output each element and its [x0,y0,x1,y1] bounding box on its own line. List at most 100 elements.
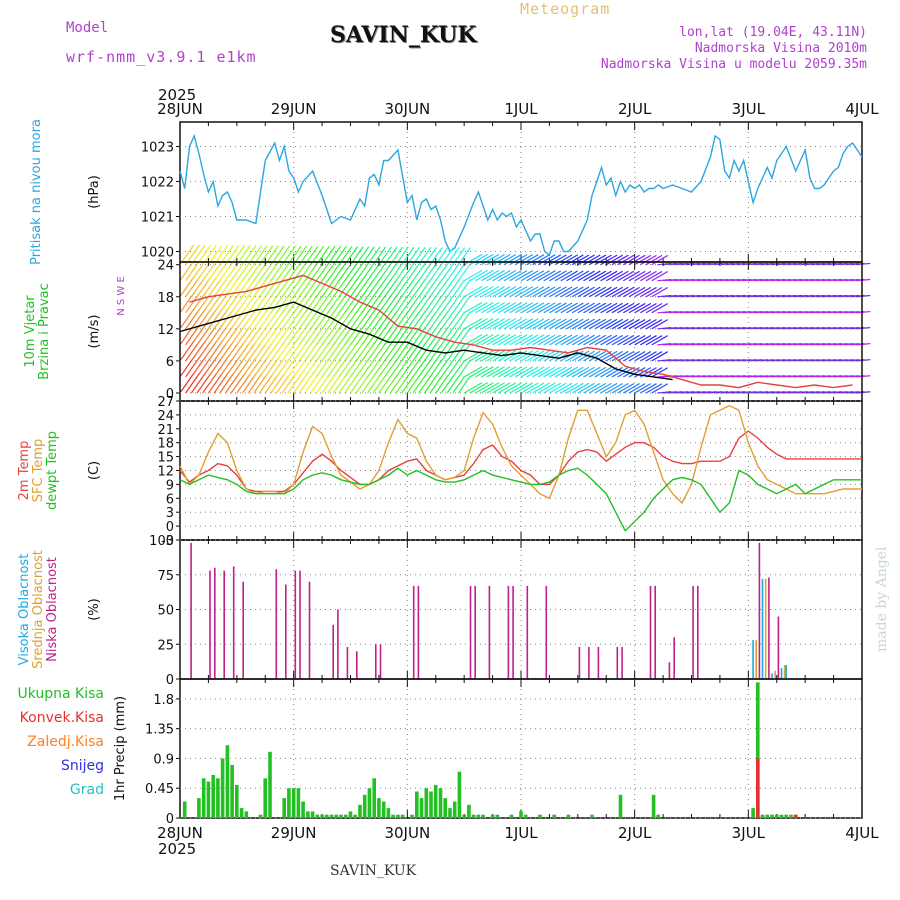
bar-mark [618,794,623,818]
bar-mark [206,781,211,818]
bar-mark [308,581,311,679]
bar-mark [775,814,779,818]
bar-mark [469,585,472,679]
y-tick-label: 0 [166,812,174,827]
y-tick-label: 0 [166,520,174,535]
bar-mark [651,794,656,818]
bar-mark [467,804,471,818]
bar-mark [296,788,301,818]
y-tick-label: 1022 [141,176,174,191]
y-tick-label: 1.35 [145,723,174,738]
bar-mark [216,778,220,818]
bar-mark [770,814,774,818]
bar-mark [785,665,787,679]
footer-station: SAVIN_KUK [330,863,417,879]
y-tick-label: 15 [157,451,174,466]
bar-mark [339,814,343,818]
bar-mark [488,585,491,679]
bar-mark [211,775,215,818]
bar-mark [230,765,234,818]
bar-mark [429,791,433,818]
time-tick-label-top: 3JUL [732,100,766,118]
bar-mark [362,794,367,818]
y-axis-label: (m/s) [87,315,102,349]
bar-mark [552,814,556,818]
bar-mark [490,814,495,818]
bar-mark [424,788,429,818]
bar-mark [223,570,225,679]
bar-mark [346,647,349,679]
time-tick-label-top: 29JUN [271,100,317,118]
bar-mark [523,814,528,818]
bar-mark [386,808,391,818]
bar-mark [372,778,376,818]
bar-mark [509,814,514,818]
panel-5: 0 0.45 0.9 1.35 1.8 1hr Precip (mm) Ukupna Kis… [17,678,863,827]
y-tick-label: 1021 [141,211,174,226]
bar-mark [457,771,462,818]
y-tick-label: 75 [157,569,174,584]
bar-mark [780,667,783,679]
time-tick-label-top: 1JUL [504,100,538,118]
y-tick-label: 0.9 [153,752,174,767]
bar-mark [353,814,357,818]
bar-mark [673,637,675,679]
bar-mark [793,814,798,818]
bar-mark [545,585,548,679]
y-tick-label: 50 [157,604,174,619]
time-tick-label-bottom: 3JUL [732,824,766,842]
y-tick-label: 9 [166,478,174,493]
bar-mark [197,798,201,818]
y-tick-label: 24 [157,259,174,274]
bar-mark [396,814,400,818]
precip-legend-label: Konvek.Kisa [20,710,104,726]
y-tick-label: 6 [166,355,174,370]
y-tick-label: 12 [157,323,174,338]
y-tick-label: 100 [149,534,174,549]
bar-mark [310,811,315,818]
bar-mark [332,624,334,679]
bar-mark [578,647,581,679]
bar-mark [507,585,510,679]
bar-mark [377,798,381,818]
bar-mark [201,778,206,818]
bar-mark [768,577,770,679]
bar-mark [654,585,656,679]
series-line [179,467,862,532]
bar-mark [474,585,476,679]
bar-mark [381,801,386,818]
bar-mark [765,814,770,818]
bar-mark [656,814,661,818]
bar-mark [438,788,443,818]
bar-mark [391,814,395,818]
bar-mark [334,814,339,818]
bar-mark [495,814,500,818]
bar-mark [433,784,438,818]
panel-side-label: 2m Temp [17,441,32,501]
bar-mark [358,804,362,818]
bar-mark [512,585,514,679]
series-line [179,404,862,505]
bar-mark [590,814,594,818]
panel-side-label: Srednja Oblacnost [31,550,46,669]
bar-mark [242,581,244,679]
credit-label: made by Angel [874,546,890,652]
bar-mark [481,814,485,818]
bar-mark [220,758,225,818]
bar-mark [190,542,192,679]
bar-mark [410,814,414,818]
bar-mark [777,616,780,679]
bar-mark [566,814,571,818]
bar-mark [761,578,764,679]
bottom-time-axis: 28JUN 29JUN 30JUN 1JUL 2JUL 3JUL 4JUL [157,824,879,842]
y-tick-label: 3 [166,506,174,521]
bar-mark [337,609,339,679]
bar-mark [244,811,249,818]
bar-mark [526,585,529,679]
bar-mark [232,566,235,679]
bar-mark [462,814,466,818]
y-tick-label: -3 [161,534,174,549]
bar-mark [412,585,415,679]
bar-mark [588,647,590,679]
